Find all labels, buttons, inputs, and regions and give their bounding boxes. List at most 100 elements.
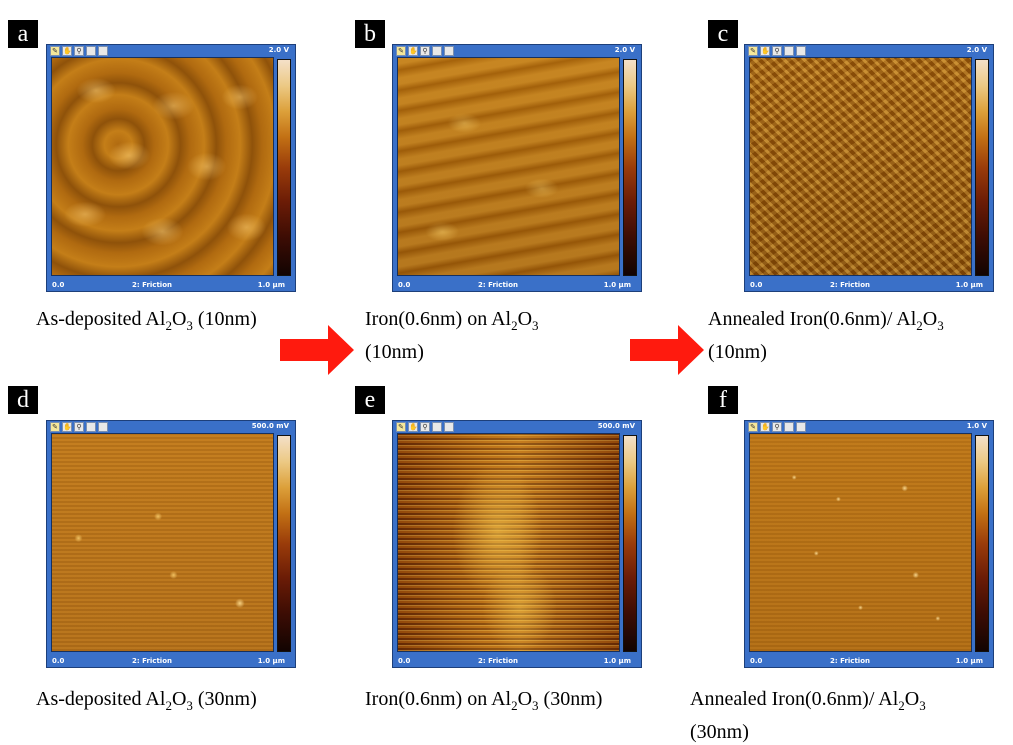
axis-end-label: 1.0 µm [955, 657, 983, 665]
subscript: 2 [165, 318, 172, 333]
arrow-shape [280, 325, 354, 375]
subscript: 3 [186, 698, 193, 713]
afm-window-e: ✎ ✋ ⚲ 500.0 mV 0.0 2: Friction 1.0 µm [392, 420, 642, 668]
axis-start-label: 0.0 [398, 281, 411, 289]
caption-text: O [922, 308, 938, 330]
afm-window-a: ✎ ✋ ⚲ 2.0 V 0.0 2: Friction 1.0 µm [46, 44, 296, 292]
pencil-icon[interactable]: ✎ [748, 46, 758, 56]
reset-icon[interactable] [796, 46, 806, 56]
axis-end-label: 1.0 µm [603, 281, 631, 289]
channel-label: 2: Friction [830, 281, 870, 289]
scale-max-label: 1.0 V [966, 422, 987, 430]
scale-max-label: 500.0 mV [251, 422, 289, 430]
axis-start-label: 0.0 [750, 281, 763, 289]
afm-window-f: ✎ ✋ ⚲ 1.0 V 0.0 2: Friction 1.0 µm [744, 420, 994, 668]
axis-start-label: 0.0 [398, 657, 411, 665]
caption-d: As-deposited Al2O3 (30nm) [36, 686, 257, 719]
subscript: 2 [916, 318, 923, 333]
afm-toolbar: ✎ ✋ ⚲ 2.0 V [393, 45, 641, 57]
color-scale-bar [623, 435, 637, 652]
subscript: 3 [532, 698, 539, 713]
subscript: 2 [165, 698, 172, 713]
hand-icon[interactable]: ✋ [408, 422, 418, 432]
caption-text: (30nm) [538, 688, 603, 710]
pencil-icon[interactable]: ✎ [50, 46, 60, 56]
color-scale-bar [975, 59, 989, 276]
channel-label: 2: Friction [478, 281, 518, 289]
caption-text: O [171, 688, 187, 710]
arrow-shape [630, 325, 704, 375]
reset-icon[interactable] [98, 422, 108, 432]
pencil-icon[interactable]: ✎ [396, 46, 406, 56]
magnifier-icon[interactable]: ⚲ [772, 46, 782, 56]
caption-text: Iron(0.6nm) on Al [365, 308, 512, 330]
caption-b: Iron(0.6nm) on Al2O3 (10nm) [365, 306, 539, 365]
caption-text: (10nm) [708, 341, 767, 363]
magnifier-icon[interactable]: ⚲ [74, 46, 84, 56]
caption-f: Annealed Iron(0.6nm)/ Al2O3 (30nm) [690, 686, 926, 745]
pencil-icon[interactable]: ✎ [396, 422, 406, 432]
axis-end-label: 1.0 µm [955, 281, 983, 289]
caption-text: As-deposited Al [36, 308, 166, 330]
caption-e: Iron(0.6nm) on Al2O3 (30nm) [365, 686, 602, 719]
scale-max-label: 2.0 V [966, 46, 987, 54]
caption-text: O [517, 308, 533, 330]
caption-text: (10nm) [192, 308, 257, 330]
axis-start-label: 0.0 [750, 657, 763, 665]
afm-toolbar: ✎ ✋ ⚲ 2.0 V [47, 45, 295, 57]
afm-window-d: ✎ ✋ ⚲ 500.0 mV 0.0 2: Friction 1.0 µm [46, 420, 296, 668]
right-arrow-icon [280, 325, 354, 375]
caption-text: O [517, 688, 533, 710]
reset-icon[interactable] [796, 422, 806, 432]
reset-icon[interactable] [98, 46, 108, 56]
channel-label: 2: Friction [478, 657, 518, 665]
pencil-icon[interactable]: ✎ [748, 422, 758, 432]
zoom-out-icon[interactable] [784, 422, 794, 432]
caption-text: O [171, 308, 187, 330]
panel-letter-c: c [708, 20, 738, 48]
afm-footer: 0.0 2: Friction 1.0 µm [745, 279, 993, 291]
pencil-icon[interactable]: ✎ [50, 422, 60, 432]
zoom-out-icon[interactable] [784, 46, 794, 56]
axis-start-label: 0.0 [52, 281, 65, 289]
afm-footer: 0.0 2: Friction 1.0 µm [745, 655, 993, 667]
afm-toolbar: ✎ ✋ ⚲ 500.0 mV [393, 421, 641, 433]
subscript: 3 [532, 318, 539, 333]
hand-icon[interactable]: ✋ [408, 46, 418, 56]
afm-window-c: ✎ ✋ ⚲ 2.0 V 0.0 2: Friction 1.0 µm [744, 44, 994, 292]
magnifier-icon[interactable]: ⚲ [420, 422, 430, 432]
right-arrow-icon [630, 325, 704, 375]
caption-text: Annealed Iron(0.6nm)/ Al [690, 688, 899, 710]
axis-end-label: 1.0 µm [257, 657, 285, 665]
panel-letter-b: b [355, 20, 385, 48]
afm-friction-image [51, 57, 274, 276]
hand-icon[interactable]: ✋ [62, 422, 72, 432]
zoom-out-icon[interactable] [432, 46, 442, 56]
panel-letter-e: e [355, 386, 385, 414]
zoom-out-icon[interactable] [432, 422, 442, 432]
afm-footer: 0.0 2: Friction 1.0 µm [393, 279, 641, 291]
color-scale-bar [277, 435, 291, 652]
caption-text: Iron(0.6nm) on Al [365, 688, 512, 710]
channel-label: 2: Friction [132, 281, 172, 289]
axis-end-label: 1.0 µm [603, 657, 631, 665]
subscript: 3 [919, 698, 926, 713]
reset-icon[interactable] [444, 46, 454, 56]
hand-icon[interactable]: ✋ [760, 422, 770, 432]
caption-a: As-deposited Al2O3 (10nm) [36, 306, 257, 339]
afm-friction-image [397, 57, 620, 276]
magnifier-icon[interactable]: ⚲ [772, 422, 782, 432]
caption-text: (10nm) [365, 341, 424, 363]
reset-icon[interactable] [444, 422, 454, 432]
hand-icon[interactable]: ✋ [62, 46, 72, 56]
afm-friction-image [397, 433, 620, 652]
zoom-out-icon[interactable] [86, 46, 96, 56]
magnifier-icon[interactable]: ⚲ [74, 422, 84, 432]
caption-text: As-deposited Al [36, 688, 166, 710]
magnifier-icon[interactable]: ⚲ [420, 46, 430, 56]
caption-text: (30nm) [690, 721, 749, 743]
afm-window-b: ✎ ✋ ⚲ 2.0 V 0.0 2: Friction 1.0 µm [392, 44, 642, 292]
hand-icon[interactable]: ✋ [760, 46, 770, 56]
afm-friction-image [51, 433, 274, 652]
zoom-out-icon[interactable] [86, 422, 96, 432]
